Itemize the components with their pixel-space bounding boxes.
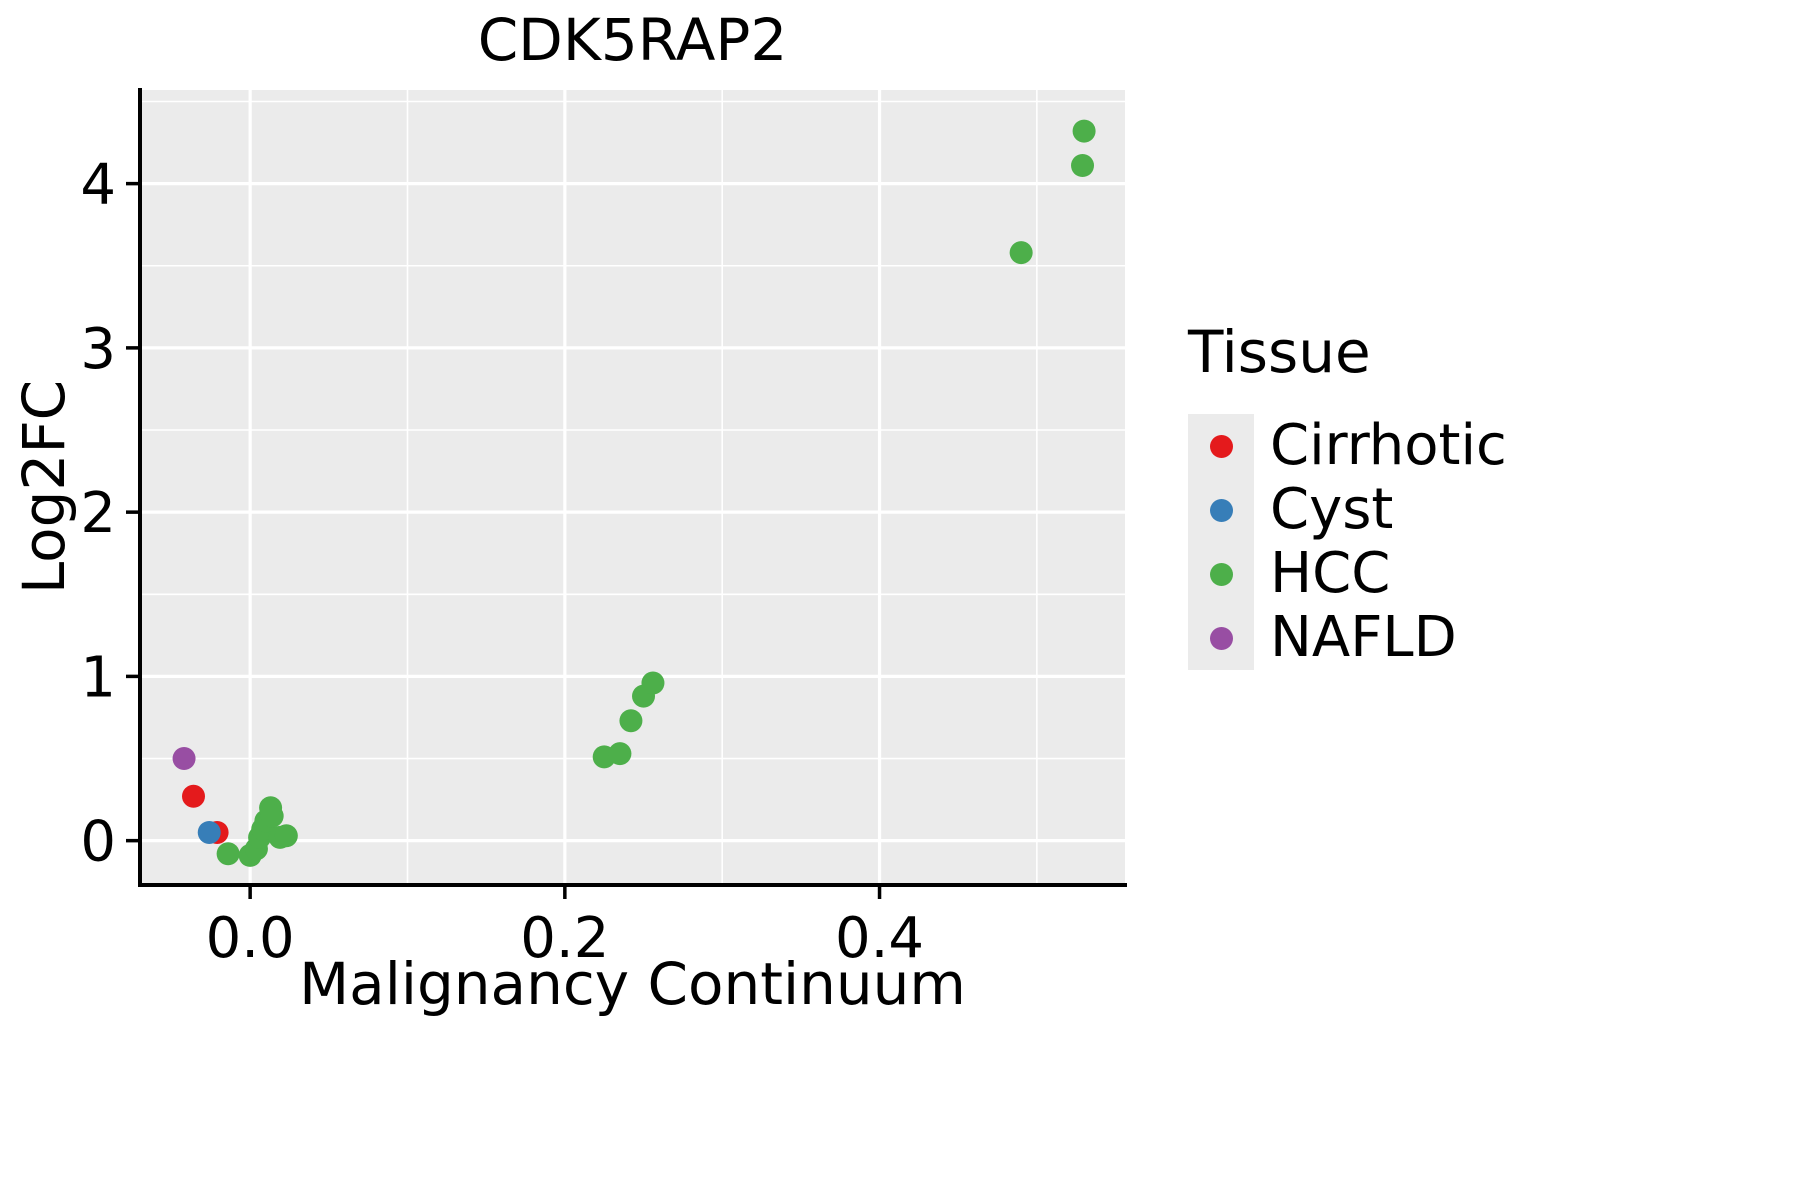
data-point-hcc: [260, 804, 284, 828]
data-point-hcc: [608, 742, 632, 766]
y-tick-label: 1: [80, 645, 116, 710]
legend-key: [1188, 542, 1254, 606]
panel-background: [140, 90, 1125, 885]
y-tick-label: 4: [80, 153, 116, 218]
legend-label: NAFLD: [1270, 605, 1457, 670]
legend-item-cirrhotic: Cirrhotic: [1188, 414, 1507, 478]
legend-dot-icon: [1209, 562, 1233, 586]
legend: Tissue Cirrhotic Cyst HCC NAFLD: [1188, 318, 1507, 670]
y-tick-label: 0: [80, 810, 116, 875]
legend-dot-icon: [1209, 626, 1233, 650]
y-axis-label: Log2FC: [10, 379, 78, 595]
data-point-cyst: [197, 820, 221, 844]
legend-key: [1188, 414, 1254, 478]
legend-label: Cyst: [1270, 477, 1394, 542]
legend-label: HCC: [1270, 541, 1391, 606]
data-point-hcc: [274, 824, 298, 848]
legend-label: Cirrhotic: [1270, 413, 1507, 478]
legend-dot-icon: [1209, 498, 1233, 522]
legend-dot-icon: [1209, 434, 1233, 458]
data-point-hcc: [1009, 241, 1033, 265]
x-axis-label: Malignancy Continuum: [299, 950, 966, 1018]
legend-key: [1188, 478, 1254, 542]
data-point-nafld: [172, 747, 196, 771]
x-tick-label: 0.2: [520, 906, 609, 971]
x-tick-label: 0.4: [835, 906, 924, 971]
legend-item-nafld: NAFLD: [1188, 606, 1507, 670]
data-point-cirrhotic: [181, 784, 205, 808]
data-point-hcc: [1071, 154, 1095, 178]
x-tick-label: 0.0: [206, 906, 295, 971]
legend-title: Tissue: [1188, 318, 1371, 386]
legend-item-hcc: HCC: [1188, 542, 1507, 606]
legend-rows: Cirrhotic Cyst HCC NAFLD: [1188, 414, 1507, 670]
legend-item-cyst: Cyst: [1188, 478, 1507, 542]
data-point-hcc: [1072, 119, 1096, 143]
data-point-hcc: [216, 842, 240, 866]
data-point-hcc: [641, 671, 665, 695]
legend-key: [1188, 606, 1254, 670]
y-tick-label: 3: [80, 317, 116, 382]
y-tick-label: 2: [80, 481, 116, 546]
chart-title: CDK5RAP2: [477, 6, 788, 74]
data-point-hcc: [619, 709, 643, 733]
